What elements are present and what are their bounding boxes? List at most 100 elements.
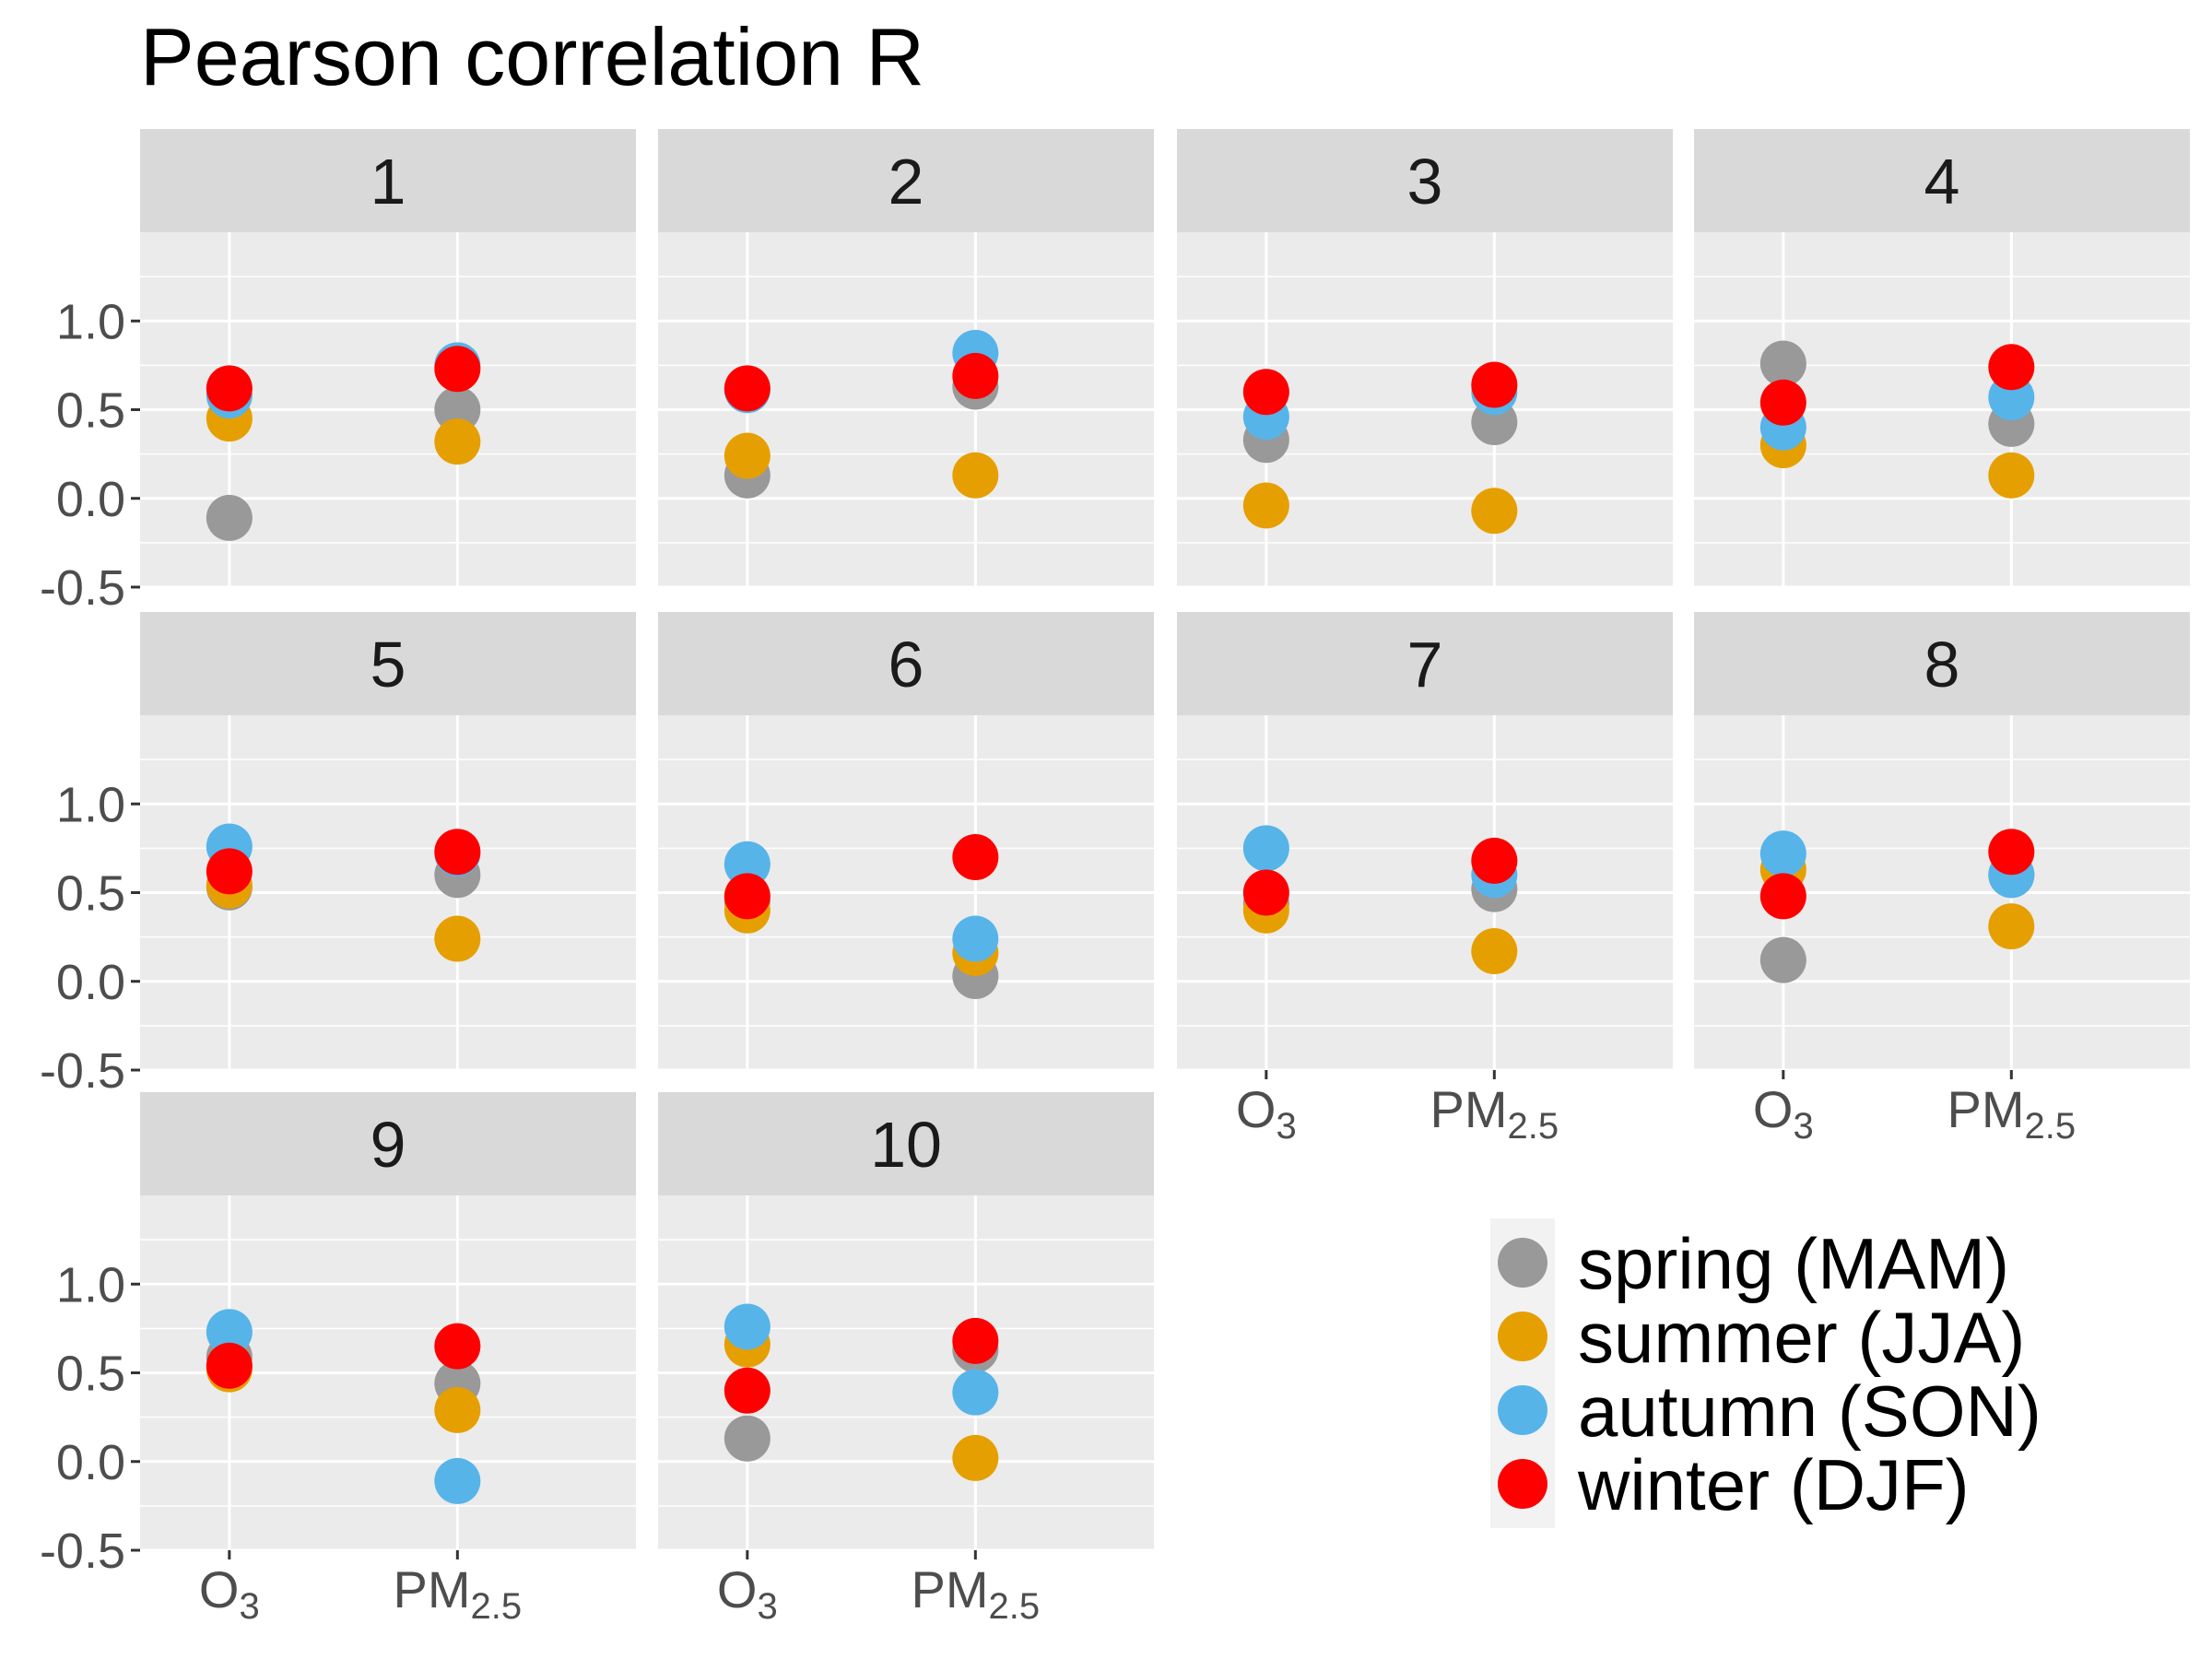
facet-strip (658, 129, 1154, 232)
point-autumn-O3-panel-10 (724, 1303, 771, 1350)
point-winter-O3-panel-5 (206, 848, 253, 895)
legend-label-autumn: autumn (SON) (1578, 1371, 2041, 1452)
point-autumn-O3-panel-7 (1242, 825, 1289, 872)
point-summer-PM25-panel-9 (434, 1386, 481, 1433)
point-winter-O3-panel-8 (1759, 873, 1806, 920)
point-winter-PM25-panel-1 (434, 346, 481, 393)
x-tick-label: O3 (1236, 1080, 1297, 1147)
y-tick-label: -0.5 (40, 1524, 125, 1579)
y-tick-label: -0.5 (40, 560, 125, 616)
legend-key-winter (1498, 1459, 1547, 1509)
point-summer-O3-panel-2 (724, 432, 771, 479)
facet-strip (1177, 129, 1673, 232)
y-tick-label: 1.0 (56, 294, 125, 349)
facet-strip (658, 612, 1154, 715)
point-winter-O3-panel-3 (1242, 369, 1289, 416)
point-summer-PM25-panel-7 (1471, 928, 1518, 975)
point-summer-O3-panel-3 (1242, 482, 1289, 529)
x-tick-label: PM2.5 (1947, 1080, 2077, 1147)
point-autumn-O3-panel-9 (206, 1309, 253, 1356)
y-tick-label: 0.0 (56, 955, 125, 1010)
facet-strip-label: 7 (1407, 629, 1443, 700)
point-winter-PM25-panel-10 (952, 1317, 999, 1364)
point-winter-O3-panel-6 (724, 873, 771, 920)
facet-strip-label: 9 (371, 1109, 406, 1181)
facet-panel-8: 8 O3 PM2.5 (1694, 612, 2190, 1147)
facet-strip (1177, 612, 1673, 715)
y-tick-label: 0.0 (56, 1435, 125, 1490)
point-summer-PM25-panel-3 (1471, 488, 1518, 535)
y-tick-label: 1.0 (56, 1257, 125, 1312)
legend-label-winter: winter (DJF) (1577, 1444, 1970, 1525)
x-tick-label: O3 (1753, 1080, 1814, 1147)
point-winter-O3-panel-4 (1759, 379, 1806, 426)
facet-panel-9: 9 -0.5 0.0 0.5 1.0 O3 PM2.5 (40, 1092, 636, 1627)
x-tick-label: O3 (199, 1560, 260, 1627)
point-summer-PM25-panel-2 (952, 452, 999, 499)
point-winter-PM25-panel-5 (434, 829, 481, 876)
point-winter-O3-panel-2 (724, 365, 771, 412)
point-winter-O3-panel-9 (206, 1342, 253, 1389)
point-spring-O3-panel-1 (206, 494, 253, 541)
x-tick-label: O3 (717, 1560, 778, 1627)
facet-strip (140, 612, 636, 715)
chart-title: Pearson correlation R (140, 11, 924, 102)
facet-panel-2: 2 (658, 129, 1154, 589)
point-winter-PM25-panel-4 (1988, 344, 2035, 391)
point-summer-PM25-panel-4 (1988, 452, 2035, 499)
point-winter-PM25-panel-7 (1471, 837, 1518, 884)
facet-strip-label: 3 (1407, 146, 1443, 218)
facet-strip-label: 4 (1924, 146, 1960, 218)
facet-strip-label: 6 (888, 629, 924, 700)
point-spring-PM25-panel-1 (434, 386, 481, 433)
facet-panel-5: 5 -0.5 0.0 0.5 1.0 (40, 612, 636, 1099)
facet-panel-4: 4 (1694, 129, 2190, 589)
point-summer-PM25-panel-1 (434, 418, 481, 465)
point-summer-PM25-panel-5 (434, 915, 481, 962)
point-winter-O3-panel-7 (1242, 869, 1289, 916)
x-tick-label: PM2.5 (912, 1560, 1041, 1627)
legend-key-autumn (1498, 1385, 1547, 1435)
facet-panel-7: 7 O3 PM2.5 (1177, 612, 1673, 1147)
point-winter-PM25-panel-6 (952, 834, 999, 880)
facet-panel-6: 6 (658, 612, 1154, 1072)
point-winter-O3-panel-10 (724, 1367, 771, 1414)
point-autumn-PM25-panel-9 (434, 1457, 481, 1504)
y-tick-label: -0.5 (40, 1043, 125, 1099)
facet-panel-10: 10 O3 PM2.5 (658, 1092, 1154, 1627)
point-summer-PM25-panel-10 (952, 1434, 999, 1481)
legend-key-spring (1498, 1238, 1547, 1288)
facet-strip (1694, 612, 2190, 715)
facet-strip (1694, 129, 2190, 232)
facet-strip (658, 1092, 1154, 1195)
y-tick-label: 0.5 (56, 1347, 125, 1402)
point-spring-O3-panel-8 (1759, 936, 1806, 983)
y-tick-label: 0.0 (56, 472, 125, 527)
point-spring-O3-panel-10 (724, 1415, 771, 1462)
point-autumn-PM25-panel-10 (952, 1369, 999, 1416)
y-tick-label: 0.5 (56, 383, 125, 439)
facet-strip (140, 129, 636, 232)
facet-panel-3: 3 (1177, 129, 1673, 589)
facet-strip-label: 1 (371, 146, 406, 218)
legend-key-summer (1498, 1312, 1547, 1361)
point-winter-PM25-panel-9 (434, 1323, 481, 1370)
x-tick-label: PM2.5 (1430, 1080, 1559, 1147)
y-tick-label: 1.0 (56, 777, 125, 832)
facet-strip-label: 10 (870, 1109, 942, 1181)
facet-strip (140, 1092, 636, 1195)
y-tick-label: 0.5 (56, 866, 125, 922)
point-autumn-O3-panel-8 (1759, 830, 1806, 877)
point-spring-O3-panel-4 (1759, 340, 1806, 387)
facet-panel-1: 1 -0.5 0.0 0.5 1.0 (40, 129, 636, 616)
legend: spring (MAM)summer (JJA)autumn (SON)wint… (1490, 1218, 2041, 1528)
legend-label-spring: spring (MAM) (1578, 1223, 2009, 1304)
panels-group: 1 -0.5 0.0 0.5 1.0 2 3 4 5 -0.5 0.0 0.5 1.0 6 7 O3 PM2.5… (40, 129, 2190, 1627)
facet-strip-label: 2 (888, 146, 924, 218)
point-winter-PM25-panel-8 (1988, 829, 2035, 876)
point-autumn-PM25-panel-6 (952, 915, 999, 962)
x-tick-label: PM2.5 (394, 1560, 523, 1627)
point-winter-O3-panel-1 (206, 365, 253, 412)
point-winter-PM25-panel-3 (1471, 361, 1518, 408)
